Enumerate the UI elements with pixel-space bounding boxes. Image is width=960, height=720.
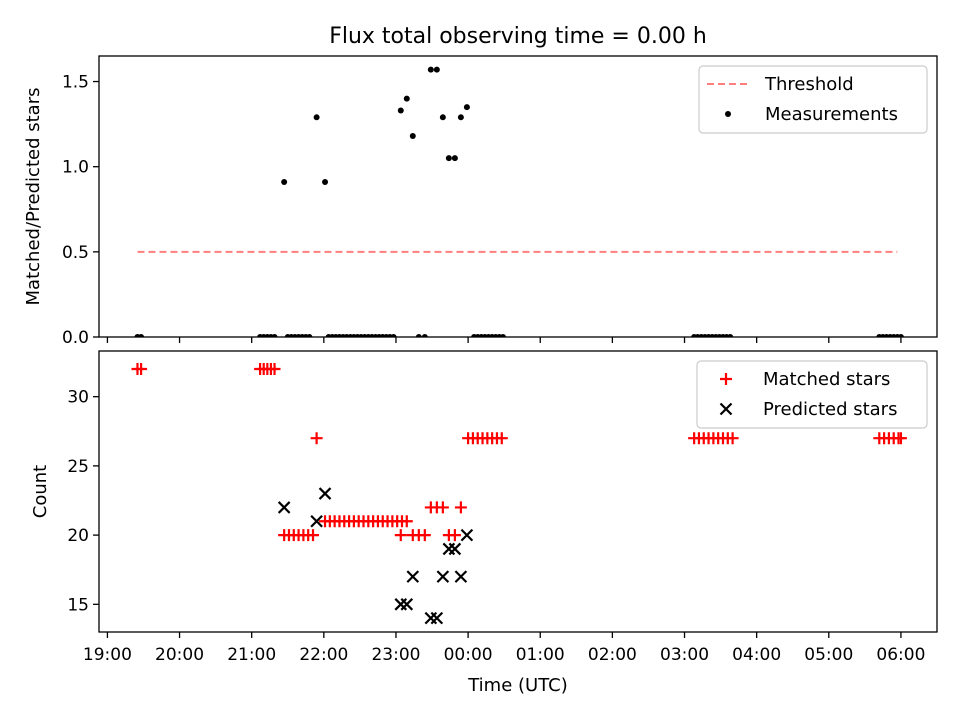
measurement-point	[463, 104, 470, 111]
x-tick-label: 06:00	[876, 645, 925, 665]
bottom-panel: 15 20 25 30 19:00 20:00 21:00 22:00 23:00 00:00 01…	[30, 350, 938, 665]
y-tick-label: 30	[67, 388, 89, 408]
x-tick-label: 02:00	[588, 645, 637, 665]
matched-star-marker	[894, 432, 907, 445]
y-tick-label: 0.0	[62, 328, 89, 348]
x-tick-label: 19:00	[83, 645, 132, 665]
legend-box	[698, 65, 928, 134]
matched-star-marker	[394, 529, 407, 542]
legend-predicted-swatch	[719, 402, 733, 416]
measurement-point	[439, 114, 446, 121]
legend-label: Matched stars	[763, 369, 890, 390]
measurement-point	[397, 107, 404, 114]
matched-star-marker	[310, 432, 323, 445]
legend-label: Threshold	[764, 74, 854, 95]
measurement-point	[427, 66, 434, 73]
measurement-point	[499, 334, 506, 337]
axes-frame	[98, 350, 938, 633]
matched-star-marker	[436, 501, 449, 514]
y-tick-label: 0.5	[62, 243, 89, 263]
y-tick-label: 20	[67, 526, 89, 546]
predicted-star-marker	[454, 570, 468, 583]
axes-frame	[98, 55, 938, 338]
measurement-point	[281, 179, 288, 186]
x-tick-label: 04:00	[732, 645, 781, 665]
y-tick-label: 25	[67, 457, 89, 477]
y-tick-label: 1.0	[62, 158, 89, 178]
measurement-point	[897, 334, 904, 337]
predicted-star-marker	[406, 570, 420, 583]
matched-star-marker	[448, 529, 461, 542]
measurement-point	[445, 155, 452, 162]
x-tick-label: 05:00	[804, 645, 853, 665]
y-axis-label: Matched/Predicted stars	[23, 88, 44, 306]
measurement-point	[451, 155, 458, 162]
legend-matched-swatch	[720, 373, 732, 385]
matched-star-marker	[495, 432, 508, 445]
predicted-star-marker	[277, 501, 291, 514]
measurement-point	[415, 334, 422, 337]
legend-measurement-swatch	[725, 111, 731, 117]
y-axis-label: Count	[30, 465, 51, 518]
measurement-point	[138, 334, 145, 337]
matched-star-marker	[268, 362, 281, 375]
figure-title: Flux total observing time = 0.00 h	[329, 24, 707, 49]
measurement-point	[457, 114, 464, 121]
x-axis-label: Time (UTC)	[467, 675, 568, 696]
matched-star-marker	[307, 529, 320, 542]
measurement-point	[390, 334, 397, 337]
predicted-star-marker	[394, 598, 408, 611]
predicted-star-marker	[448, 542, 462, 556]
matched-star-marker	[454, 501, 467, 514]
measurement-point	[313, 114, 320, 121]
measurement-point	[421, 334, 428, 337]
legend-label: Measurements	[765, 104, 898, 125]
matched-star-marker	[726, 432, 739, 445]
x-tick-label: 21:00	[227, 645, 276, 665]
matched-star-marker	[418, 529, 431, 542]
x-tick-label: 22:00	[299, 645, 348, 665]
measurement-point	[433, 66, 440, 73]
x-tick-label: 03:00	[660, 645, 709, 665]
top-panel: 0.0 0.5 1.0 1.5 Matched/Predicted stars Thres…	[23, 55, 938, 348]
plot-area	[134, 66, 904, 337]
matched-star-marker	[135, 362, 148, 375]
predicted-star-marker	[400, 598, 414, 611]
measurement-point	[403, 95, 410, 102]
x-tick-label: 20:00	[155, 645, 204, 665]
predicted-star-marker	[310, 514, 323, 528]
predicted-star-marker	[318, 487, 332, 500]
y-tick-label: 1.5	[62, 73, 89, 93]
legend-box	[696, 360, 928, 429]
measurement-point	[306, 334, 313, 337]
x-tick-label: 01:00	[516, 645, 565, 665]
matched-star-marker	[400, 515, 413, 528]
predicted-star-marker	[424, 611, 438, 625]
measurement-point	[409, 133, 416, 140]
x-tick-label: 23:00	[371, 645, 420, 665]
predicted-star-marker	[430, 611, 444, 625]
legend-label: Predicted stars	[763, 399, 897, 420]
measurement-point	[322, 179, 329, 186]
predicted-star-marker	[436, 570, 450, 583]
y-tick-label: 15	[67, 595, 89, 615]
x-tick-label: 00:00	[444, 645, 493, 665]
predicted-star-marker	[442, 542, 456, 556]
measurement-point	[271, 334, 278, 337]
measurement-point	[727, 334, 734, 337]
predicted-star-marker	[460, 528, 474, 542]
plot-area	[131, 362, 907, 625]
